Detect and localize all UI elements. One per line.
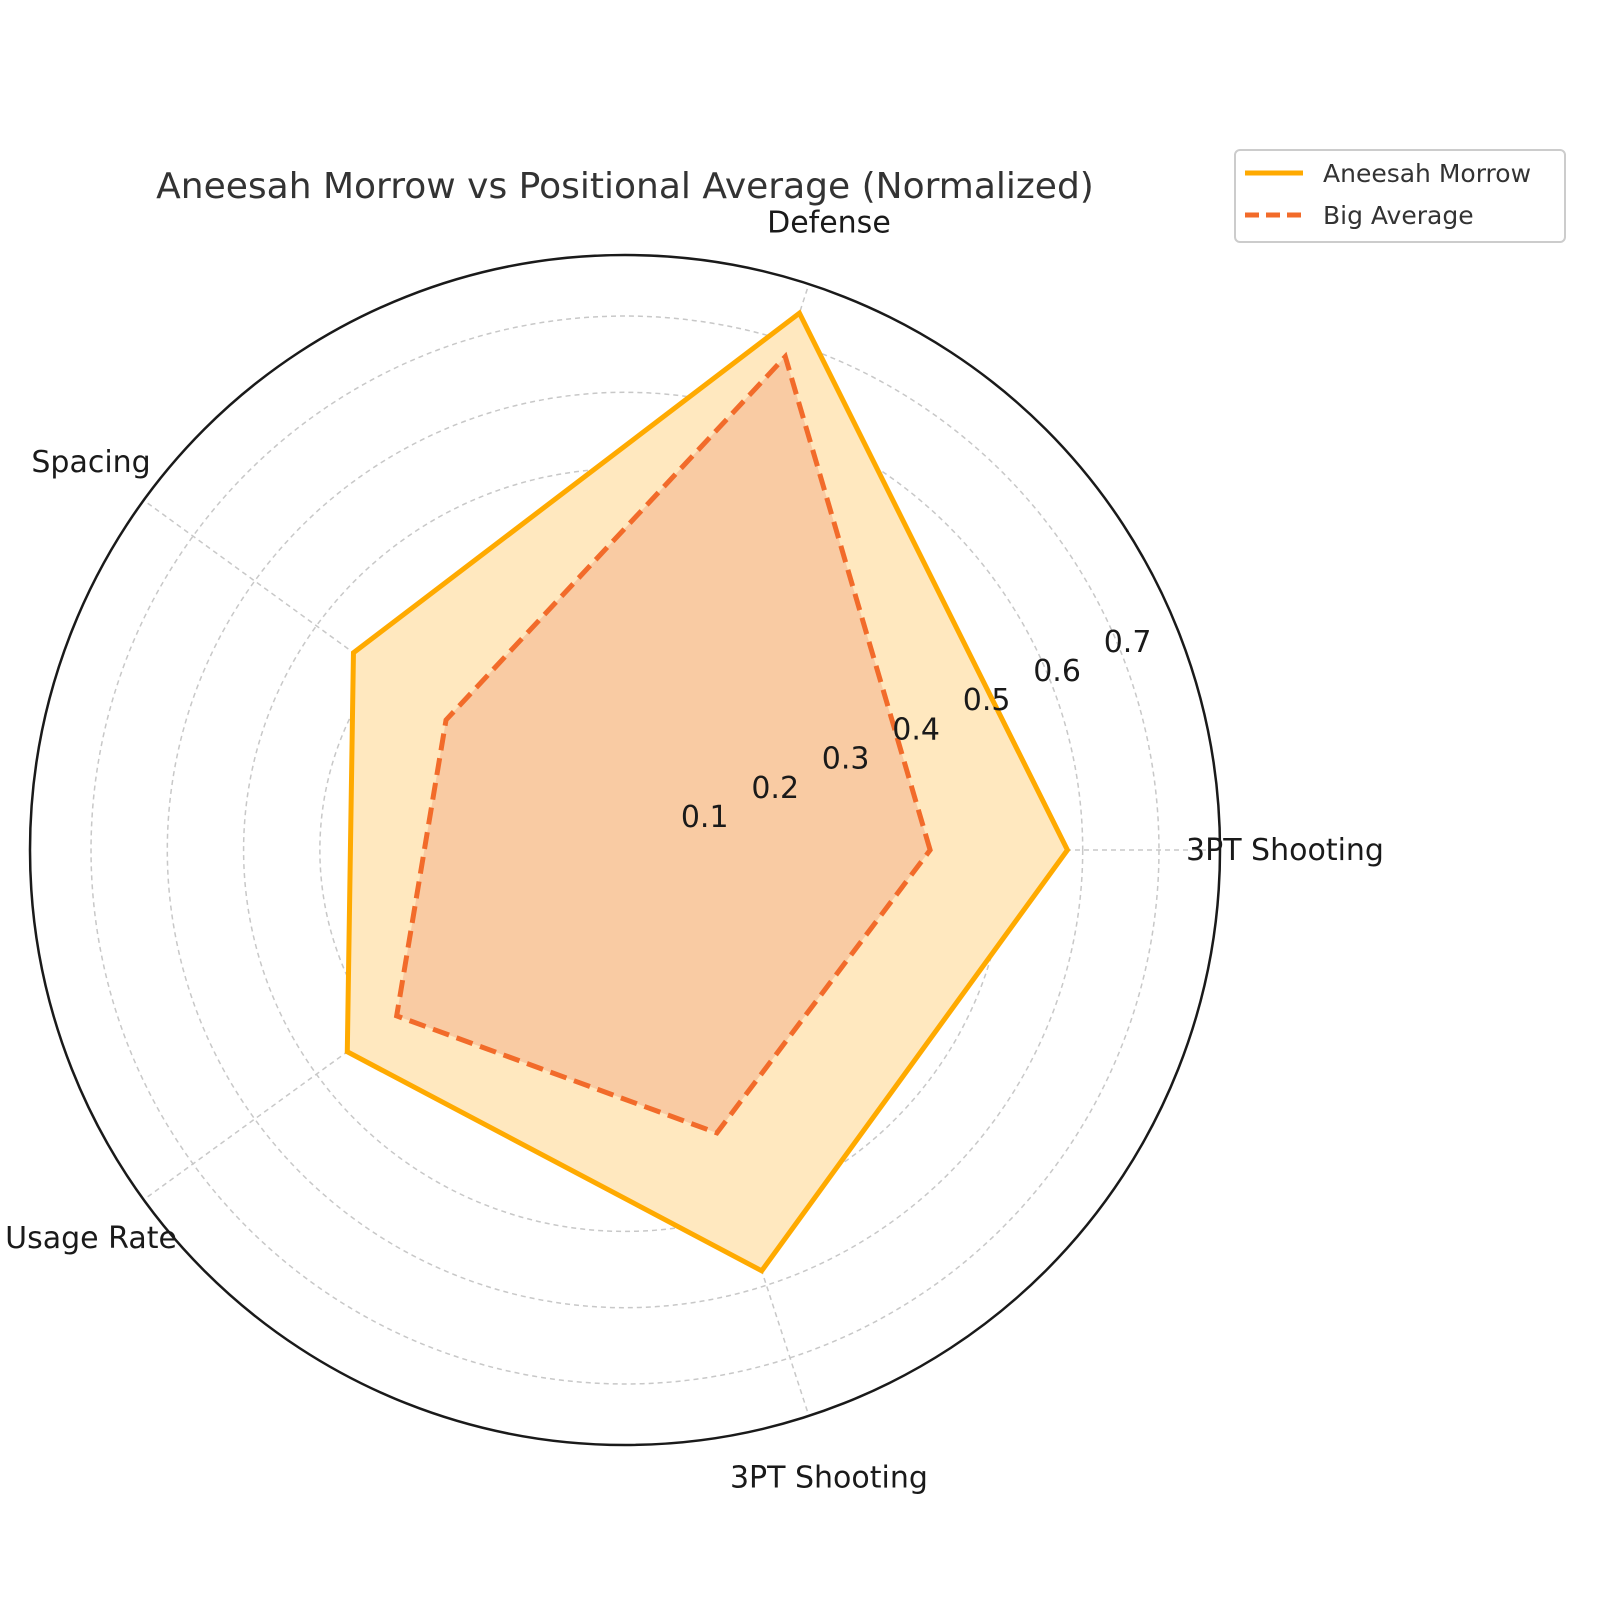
series-area-2 — [396, 356, 931, 1133]
category-label-2: Defense — [767, 205, 891, 240]
category-label-3: Spacing — [31, 445, 150, 480]
radial-tick-label-5: 0.5 — [963, 683, 1011, 718]
radial-tick-label-2: 0.2 — [751, 771, 799, 806]
series-line-2 — [393, 351, 933, 1136]
legend: Aneesah Morrow Big Average — [1234, 149, 1566, 243]
radial-tick-label-4: 0.4 — [892, 712, 940, 747]
legend-label-big-average: Big Average — [1323, 201, 1474, 230]
legend-label-aneesah-morrow: Aneesah Morrow — [1323, 159, 1531, 188]
grid-circle-6 — [166, 391, 1084, 1309]
radial-tick-label-1: 0.1 — [681, 800, 729, 835]
series-layer — [344, 309, 1071, 1275]
radial-tick-label-6: 0.6 — [1033, 654, 1081, 689]
category-label-5: 3PT Shooting — [730, 1461, 928, 1496]
category-label-4: Usage Rate — [5, 1221, 177, 1256]
outer-frame — [28, 253, 1222, 1447]
series-line-1 — [344, 309, 1071, 1275]
legend-box — [1234, 149, 1566, 243]
radial-tick-label-3: 0.3 — [822, 742, 870, 777]
chart-title: Aneesah Morrow vs Positional Average (No… — [156, 166, 1094, 207]
category-label-1: 3PT Shooting — [1186, 833, 1384, 868]
label-layer: 0.1 0.2 0.3 0.4 0.5 0.6 0.7 3PT Shooting Defense… — [5, 205, 1384, 1495]
radial-tick-label-7: 0.7 — [1104, 625, 1152, 660]
